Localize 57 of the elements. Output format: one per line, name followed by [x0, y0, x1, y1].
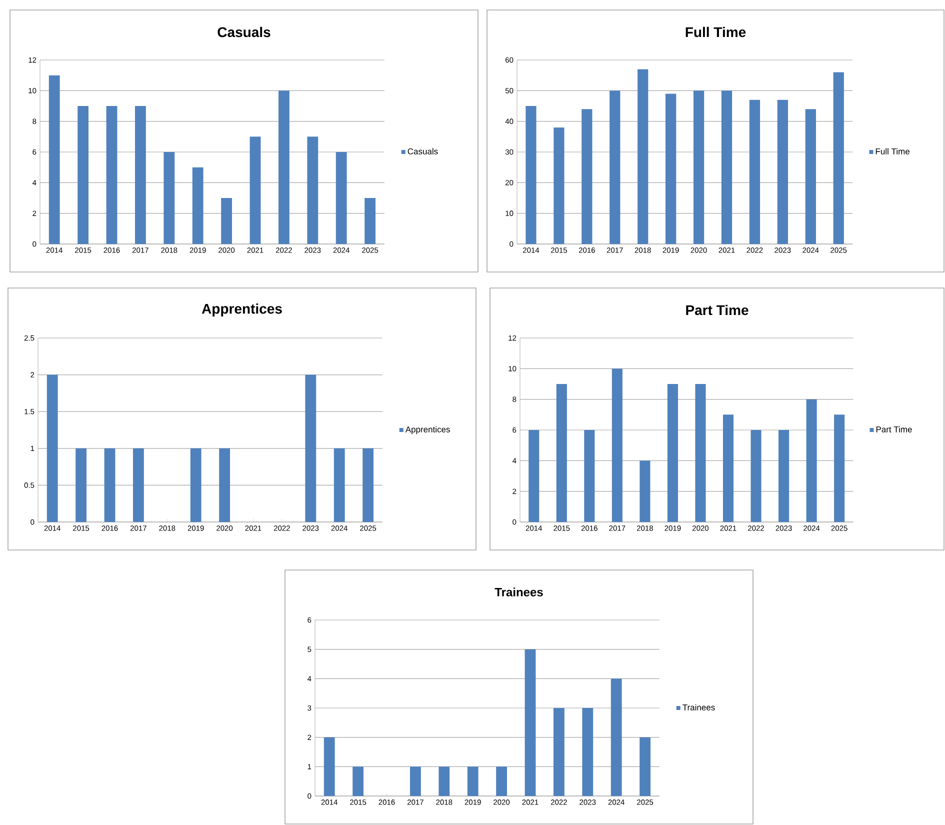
bar [582, 708, 594, 796]
bar [438, 766, 450, 796]
bar [806, 399, 817, 522]
bar [352, 766, 364, 796]
bar [526, 106, 536, 244]
bar [582, 109, 592, 244]
bar [221, 198, 232, 244]
bar [777, 100, 788, 244]
bar [134, 106, 146, 244]
bar [410, 766, 421, 796]
bar [278, 90, 290, 244]
bar [554, 127, 564, 244]
bar [610, 678, 622, 796]
bar [640, 737, 651, 796]
bar [164, 152, 175, 244]
bar [192, 167, 204, 244]
bar [721, 90, 732, 244]
bar [778, 430, 790, 522]
bar [833, 72, 844, 244]
chart-title: Part Time [686, 304, 748, 316]
chart-title: Casuals [218, 26, 270, 38]
chart-title: Apprentices [202, 303, 282, 317]
legend-label: Casuals [408, 148, 438, 154]
bar [324, 737, 335, 796]
bar [722, 414, 734, 522]
bar [307, 136, 318, 244]
bar [695, 384, 706, 522]
bar [638, 69, 648, 244]
bar [554, 708, 564, 796]
bar [612, 368, 622, 522]
legend-label: Apprentices [405, 426, 450, 434]
bar [496, 766, 508, 796]
bar [666, 94, 676, 244]
bar [78, 106, 89, 244]
bar [364, 198, 376, 244]
bar [336, 152, 347, 244]
bar [584, 430, 595, 522]
bar [749, 100, 760, 244]
bar [610, 90, 620, 244]
chart-title: Full Time [686, 26, 746, 38]
bar [106, 106, 118, 244]
chart-title: Trainees [494, 588, 543, 596]
bar [528, 430, 540, 522]
bar [640, 460, 650, 522]
legend-label: Part Time [876, 426, 912, 432]
bar [750, 430, 762, 522]
bar [524, 649, 536, 796]
legend-label: Full Time [876, 148, 910, 154]
bar [467, 766, 478, 796]
bar [556, 384, 567, 522]
bar [834, 414, 845, 522]
bar [48, 75, 60, 244]
bar [693, 90, 704, 244]
legend-label: Trainees [682, 704, 715, 710]
bar [250, 136, 261, 244]
bar [667, 384, 678, 522]
bar [805, 109, 816, 244]
